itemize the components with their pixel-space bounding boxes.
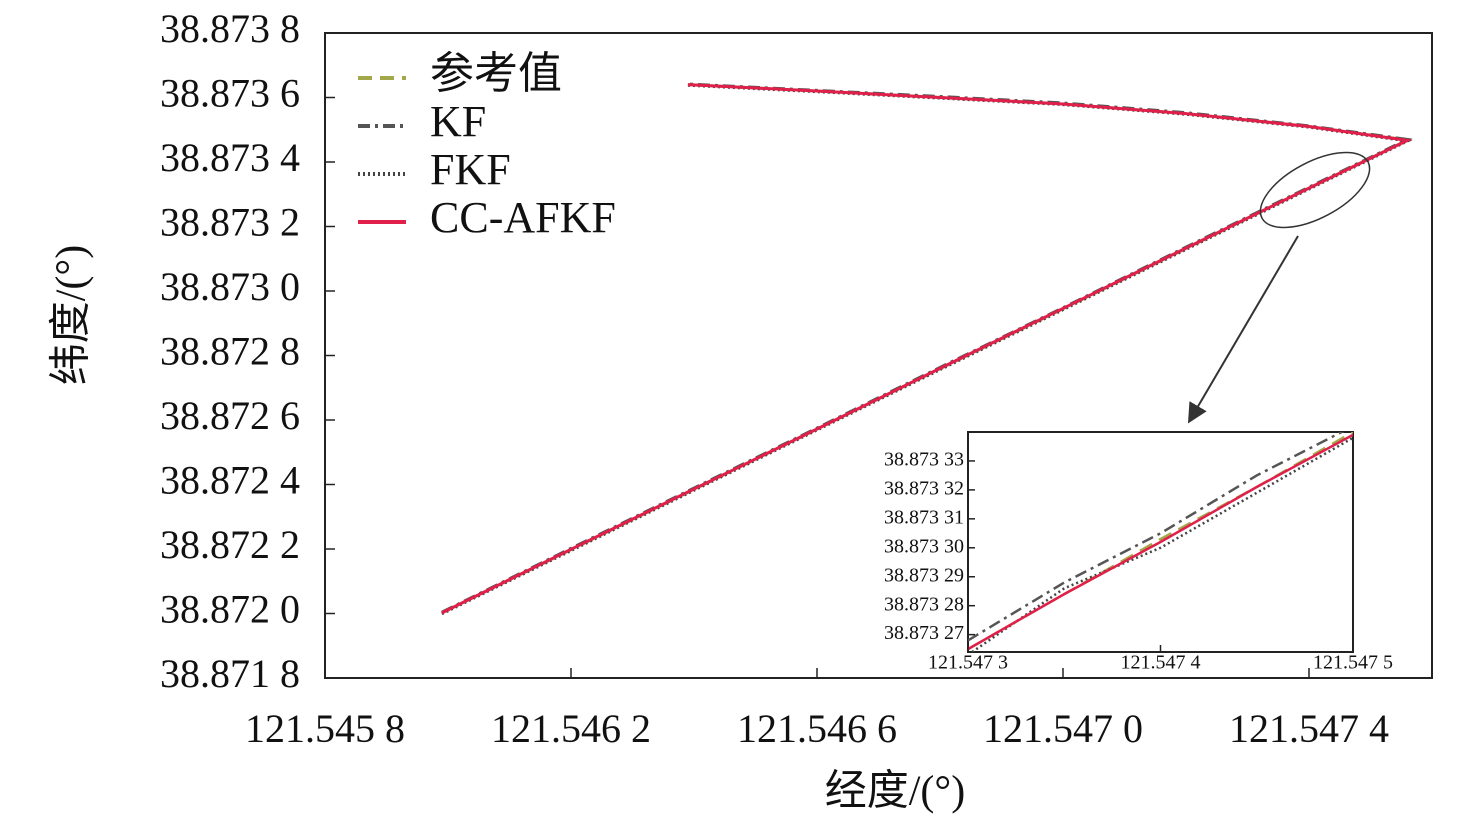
y-tick-label: 38.873 4 xyxy=(160,135,300,180)
x-tick-label: 121.547 4 xyxy=(1229,706,1389,751)
x-tick-label: 121.546 6 xyxy=(737,706,897,751)
labels: 121.545 8 121.546 2 121.546 6 121.547 0 121.… xyxy=(160,6,1393,751)
y-tick-label: 38.873 28 xyxy=(884,593,964,615)
y-tick-label: 38.873 30 xyxy=(884,535,964,557)
x-tick-label: 121.546 2 xyxy=(491,706,651,751)
series-line xyxy=(968,432,1345,642)
y-tick-label: 38.873 27 xyxy=(884,622,964,644)
legend-label: 参考值 xyxy=(430,49,562,98)
y-tick-label: 38.873 2 xyxy=(160,200,300,245)
x-tick-label: 121.547 4 xyxy=(1121,652,1201,674)
zoom-arrow xyxy=(1187,235,1299,424)
legend-label: FKF xyxy=(430,145,511,194)
y-tick-label: 38.872 0 xyxy=(160,587,300,632)
y-tick-label: 38.873 6 xyxy=(160,71,300,116)
y-tick-label: 38.873 29 xyxy=(884,564,964,586)
series-line xyxy=(441,83,1413,615)
y-tick-label: 38.872 6 xyxy=(160,393,300,438)
y-tick-label: 38.873 0 xyxy=(160,264,300,309)
y-tick-label: 38.872 2 xyxy=(160,522,300,567)
x-tick-label: 121.545 8 xyxy=(245,706,405,751)
y-tick-label: 38.872 4 xyxy=(160,458,300,503)
x-axis-label: 经度/(°) xyxy=(825,769,965,815)
y-tick-label: 38.873 31 xyxy=(884,506,964,528)
y-tick-label: 38.873 32 xyxy=(884,477,964,499)
series-line xyxy=(968,433,1353,651)
x-tick-label: 121.547 5 xyxy=(1313,652,1393,674)
zoom-ellipse xyxy=(1259,151,1371,229)
x-tick-label: 121.547 0 xyxy=(983,706,1143,751)
plot-area xyxy=(441,82,1413,616)
y-tick-label: 38.873 8 xyxy=(160,6,300,51)
series-line xyxy=(969,436,1353,652)
x-tick-label: 121.547 3 xyxy=(928,652,1008,674)
legend-label: KF xyxy=(430,97,486,146)
y-tick-label: 38.873 33 xyxy=(884,449,964,471)
legend-label: CC-AFKF xyxy=(430,193,616,242)
y-axis-label: 纬度/(°) xyxy=(49,245,95,385)
inset-area xyxy=(968,432,1353,652)
y-tick-label: 38.871 8 xyxy=(160,651,300,696)
y-tick-label: 38.872 8 xyxy=(160,329,300,374)
